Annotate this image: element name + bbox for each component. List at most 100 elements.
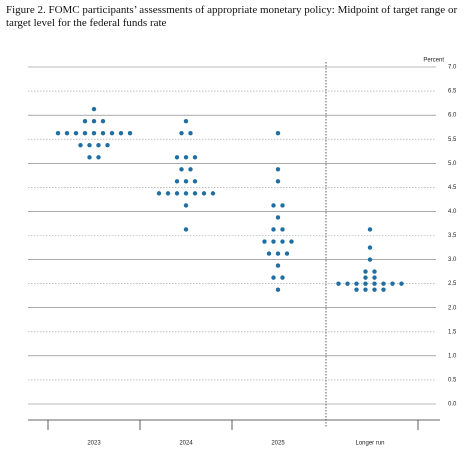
dot bbox=[174, 191, 180, 196]
dot bbox=[354, 281, 359, 286]
dot bbox=[91, 130, 97, 136]
dot bbox=[183, 118, 189, 124]
y-tick-label: 4.5 bbox=[448, 185, 457, 191]
dot bbox=[127, 130, 133, 136]
dot bbox=[275, 215, 281, 220]
dot bbox=[289, 239, 294, 244]
dot bbox=[87, 143, 92, 148]
dot bbox=[363, 269, 368, 274]
dot bbox=[280, 227, 285, 232]
dot bbox=[73, 130, 79, 136]
dot bbox=[381, 287, 386, 292]
dot bbox=[82, 118, 88, 124]
dot bbox=[179, 167, 184, 172]
dot bbox=[363, 281, 368, 286]
dot bbox=[367, 227, 373, 232]
y-tick-label: 2.0 bbox=[448, 305, 457, 311]
dot bbox=[100, 130, 106, 136]
dot bbox=[336, 281, 341, 286]
dot bbox=[271, 239, 276, 244]
dot bbox=[372, 281, 377, 286]
dot bbox=[78, 143, 83, 148]
y-tick-label: 1.0 bbox=[448, 353, 457, 359]
y-tick-label: 5.5 bbox=[448, 137, 457, 143]
dot bbox=[192, 155, 198, 160]
y-tick-label: 6.0 bbox=[448, 113, 457, 119]
dot bbox=[188, 167, 193, 172]
x-tick-label: Longer run bbox=[355, 441, 384, 447]
y-tick-label: 7.0 bbox=[448, 65, 457, 71]
dot bbox=[210, 191, 216, 196]
y-tick-label: 5.0 bbox=[448, 161, 457, 167]
dot bbox=[183, 191, 189, 196]
dot bbox=[367, 245, 373, 250]
dot bbox=[192, 191, 198, 196]
x-tick-label: 2025 bbox=[271, 441, 285, 447]
dot bbox=[372, 269, 377, 274]
dot bbox=[165, 191, 171, 196]
dot bbox=[188, 130, 193, 136]
dot bbox=[174, 155, 180, 160]
dot bbox=[105, 143, 110, 148]
x-tick-label: 2023 bbox=[87, 441, 101, 447]
dot bbox=[275, 287, 281, 292]
dot bbox=[82, 130, 88, 136]
dot bbox=[201, 191, 207, 196]
dot bbox=[280, 203, 285, 208]
dot bbox=[179, 130, 184, 136]
dot bbox=[372, 275, 377, 280]
dot bbox=[96, 155, 101, 160]
dot bbox=[345, 281, 350, 286]
dot bbox=[262, 239, 267, 244]
dot bbox=[275, 167, 281, 172]
dot bbox=[64, 130, 70, 136]
x-tick-label: 2024 bbox=[179, 441, 193, 447]
dot bbox=[87, 155, 92, 160]
dot bbox=[183, 203, 189, 208]
dot bbox=[91, 106, 97, 112]
dot bbox=[183, 155, 189, 160]
dot bbox=[363, 287, 368, 292]
y-tick-label: 3.5 bbox=[448, 233, 457, 239]
dot bbox=[280, 239, 285, 244]
y-tick-label: 3.0 bbox=[448, 257, 457, 263]
dot bbox=[275, 179, 281, 184]
dot bbox=[367, 257, 373, 262]
dot bbox=[183, 179, 189, 184]
y-tick-label: 4.0 bbox=[448, 209, 457, 215]
dot bbox=[156, 191, 162, 196]
y-tick-label: 1.5 bbox=[448, 329, 457, 335]
y-tick-label: 0.0 bbox=[448, 402, 457, 408]
dot bbox=[275, 130, 281, 136]
dot bbox=[174, 179, 180, 184]
dot bbox=[275, 263, 281, 268]
y-axis-label: Percent bbox=[423, 58, 444, 64]
y-tick-label: 2.5 bbox=[448, 281, 457, 287]
dot bbox=[91, 118, 97, 124]
dot bbox=[271, 227, 276, 232]
dot bbox=[372, 287, 377, 292]
dot bbox=[280, 275, 285, 280]
dot bbox=[275, 251, 281, 256]
chart-title: Figure 2. FOMC participants’ assessments… bbox=[6, 4, 458, 29]
dot bbox=[96, 143, 101, 148]
dot bbox=[118, 130, 124, 136]
dot bbox=[100, 118, 106, 124]
dot bbox=[192, 179, 198, 184]
dot bbox=[381, 281, 386, 286]
dot bbox=[271, 203, 276, 208]
dot bbox=[399, 281, 404, 286]
dot bbox=[266, 251, 272, 256]
dot bbox=[390, 281, 395, 286]
y-tick-label: 6.5 bbox=[448, 89, 457, 95]
dot bbox=[109, 130, 115, 136]
dot bbox=[55, 130, 61, 136]
dot bbox=[284, 251, 290, 256]
dot bbox=[363, 275, 368, 280]
y-tick-label: 0.5 bbox=[448, 378, 457, 384]
dot bbox=[183, 227, 189, 232]
dot bbox=[354, 287, 359, 292]
dot bbox=[271, 275, 276, 280]
